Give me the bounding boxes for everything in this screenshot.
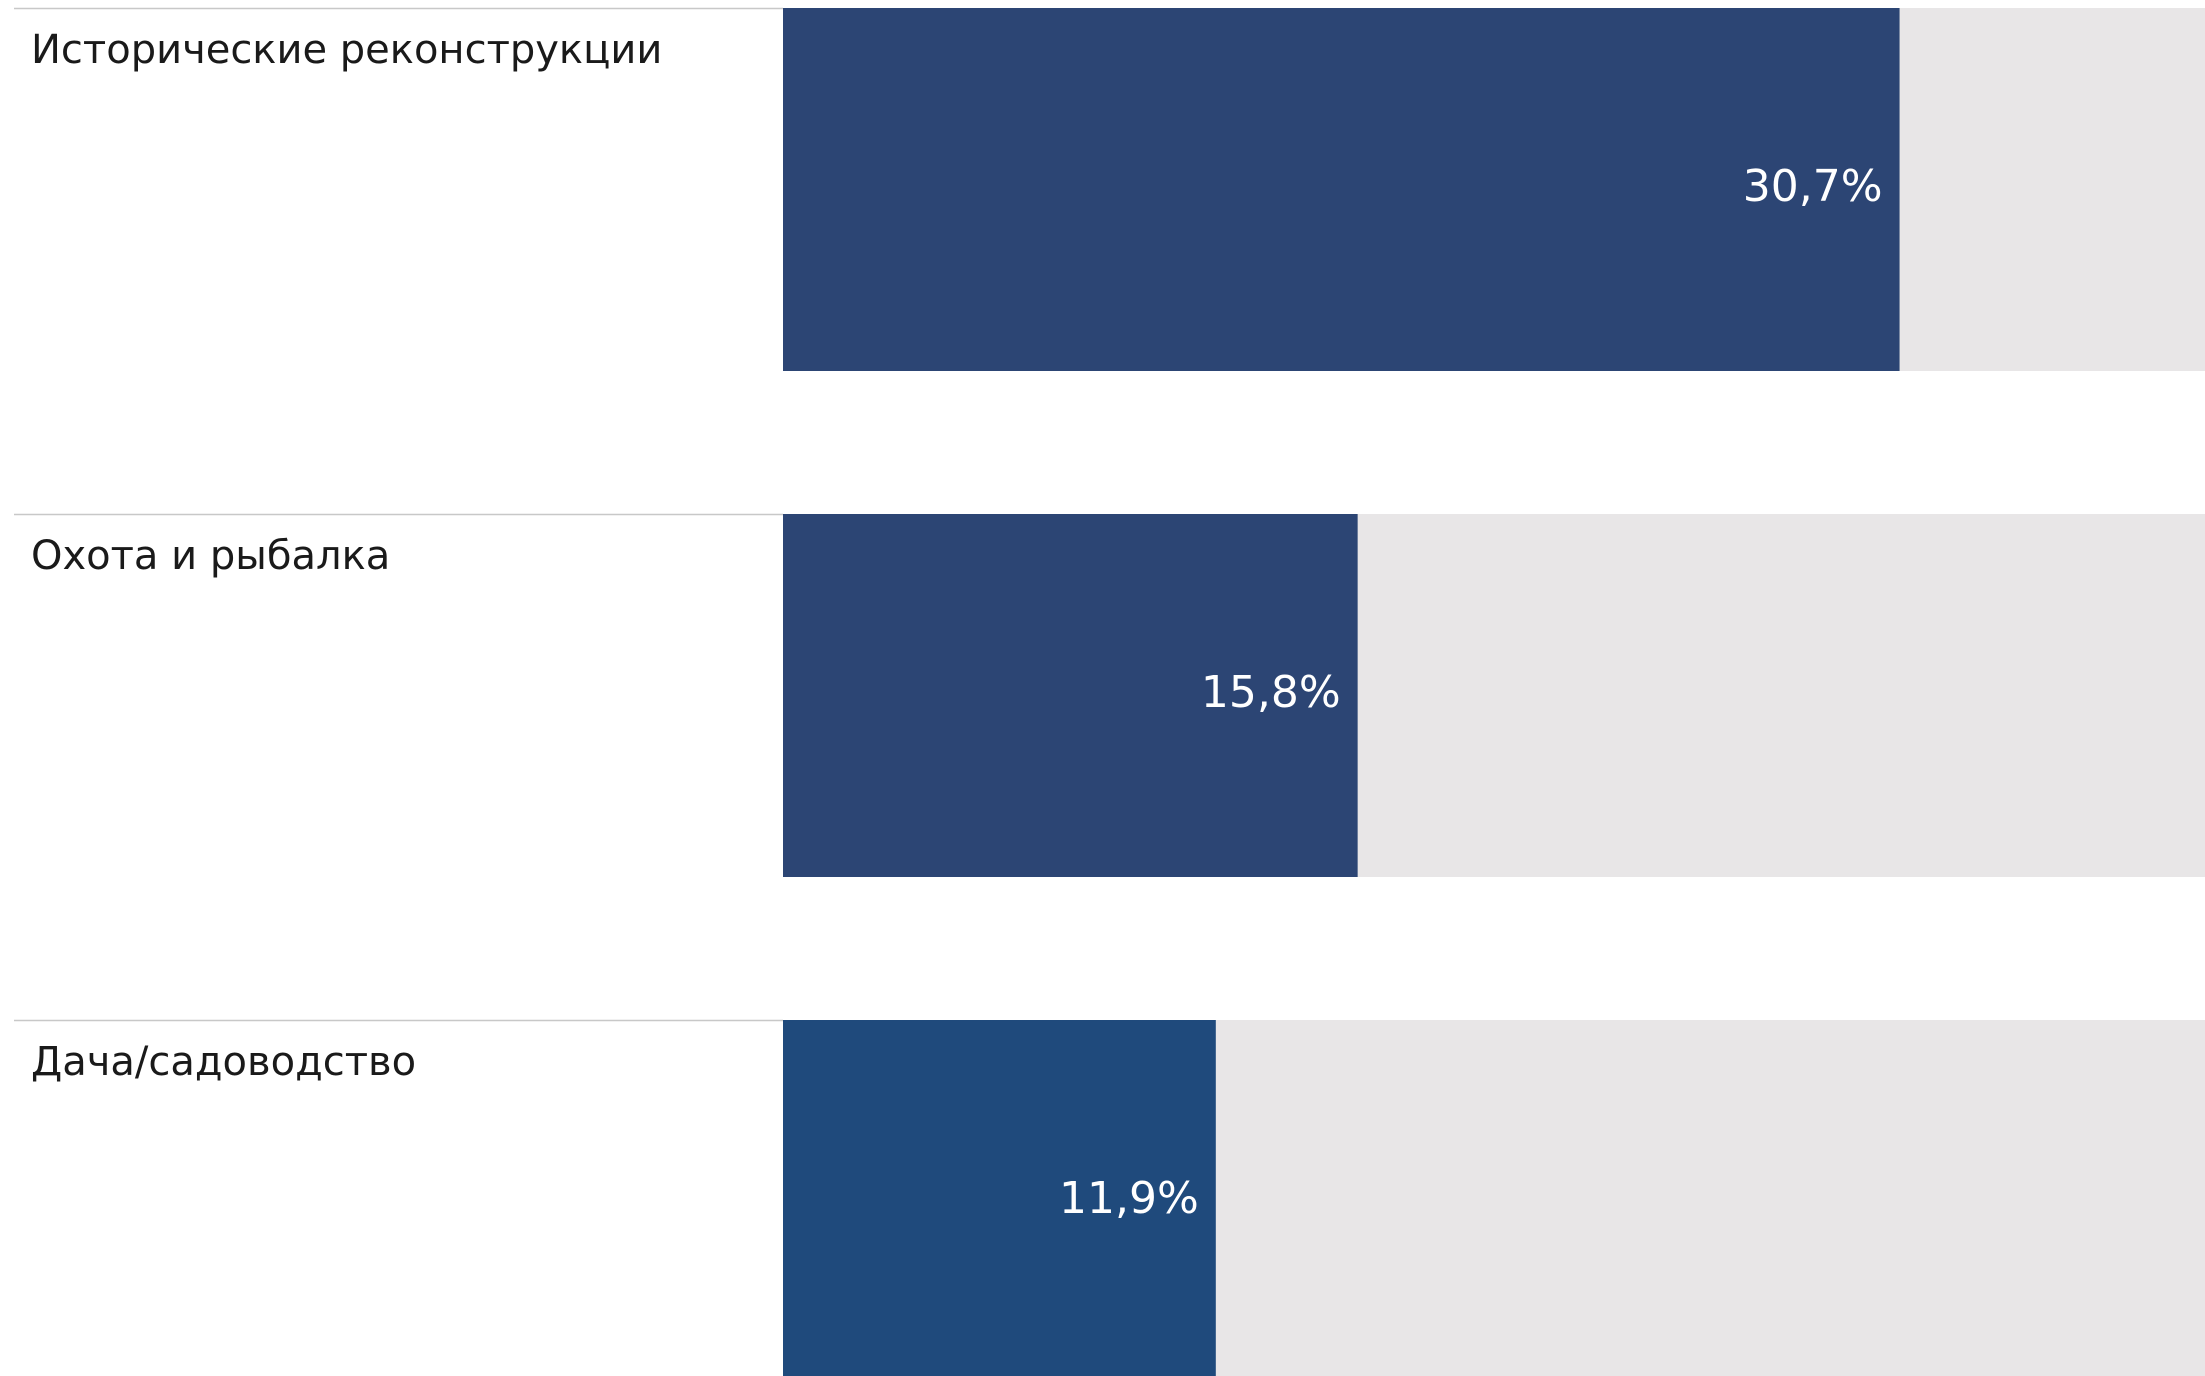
bar <box>783 8 1900 371</box>
category-label: Охота и рыбалка <box>31 533 390 579</box>
category-label: Исторические реконструкции <box>31 27 662 73</box>
value-label: 15,8% <box>1201 667 1341 718</box>
value-label: 30,7% <box>1743 161 1883 212</box>
bar <box>783 1020 1216 1376</box>
value-label: 11,9% <box>1059 1173 1199 1224</box>
category-label: Дача/садоводство <box>31 1039 416 1085</box>
bar <box>783 514 1358 877</box>
